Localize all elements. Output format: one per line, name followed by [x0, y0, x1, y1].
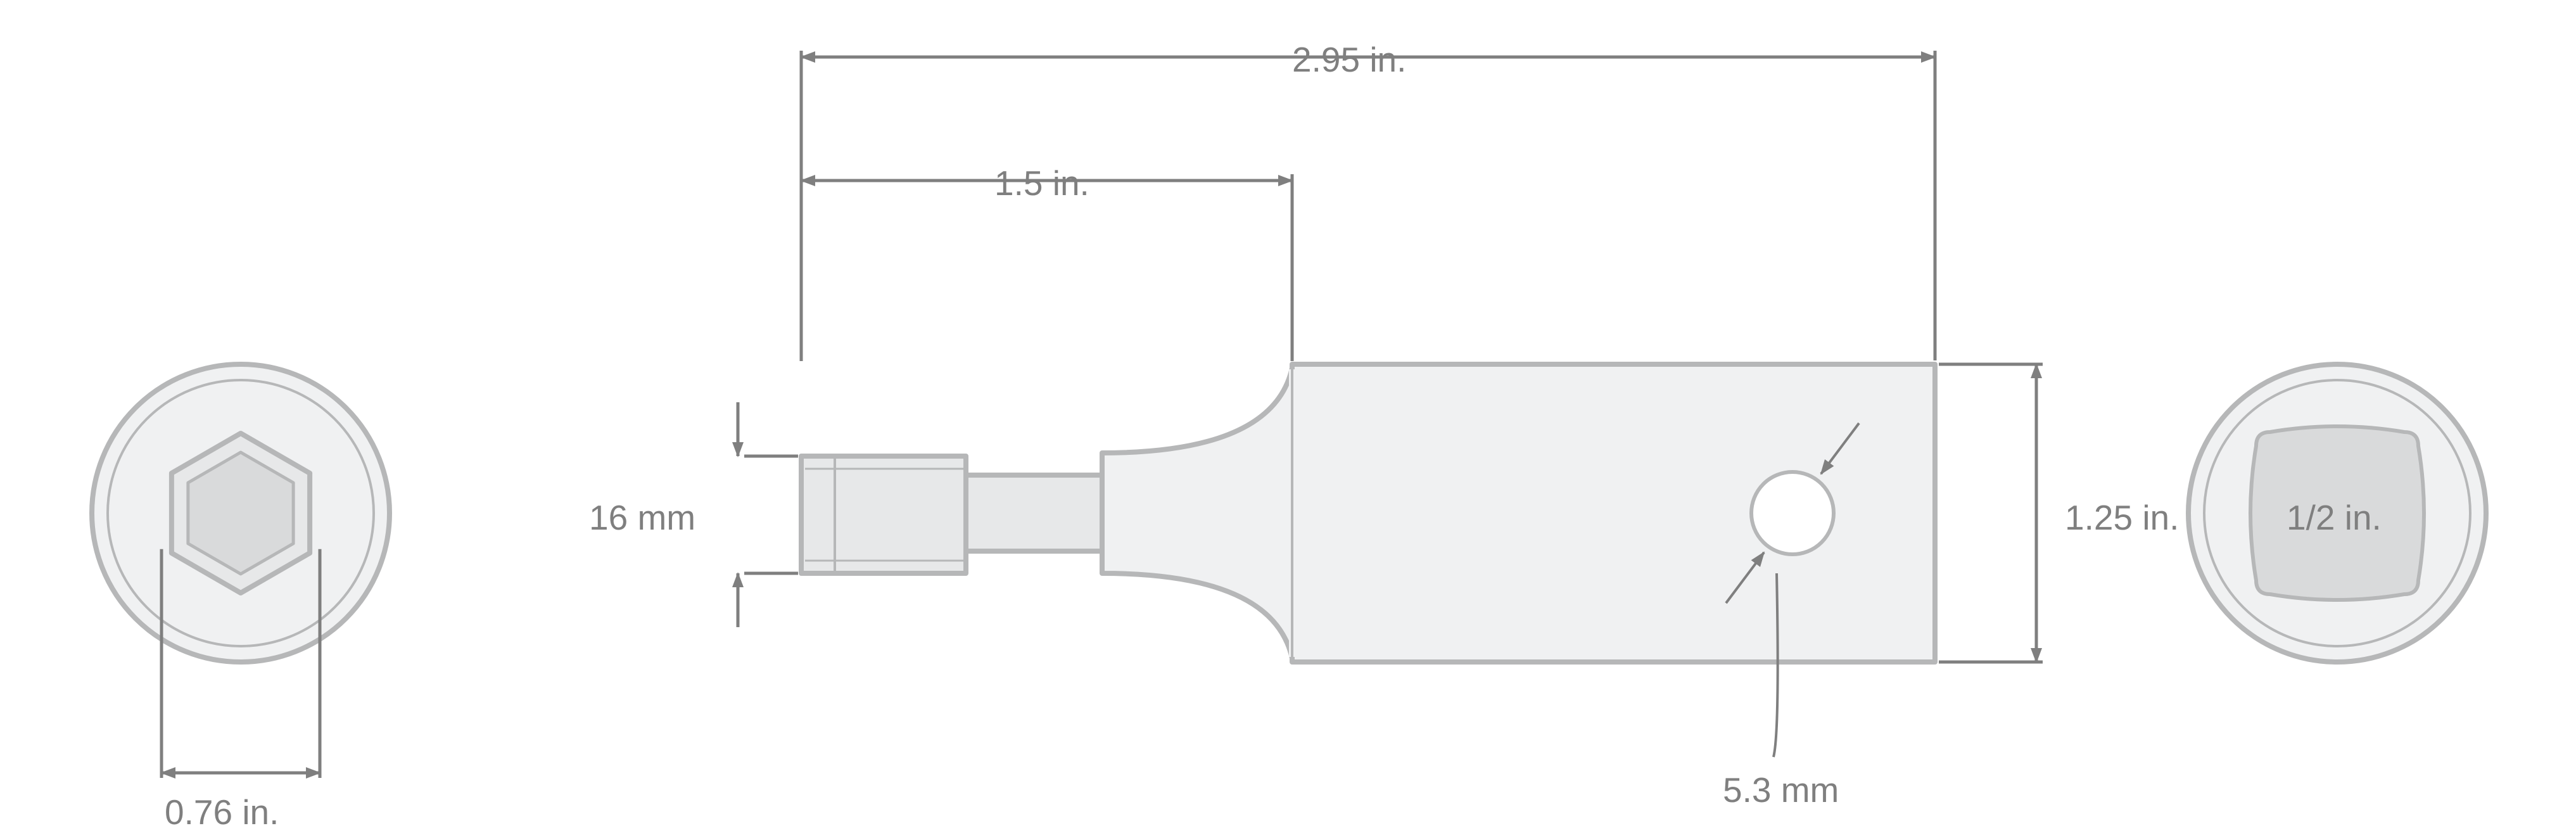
- technical-drawing-svg: [0, 0, 2576, 840]
- dim-hex-width: 0.76 in.: [165, 792, 279, 832]
- dim-bit-length: 1.5 in.: [994, 163, 1089, 203]
- dim-overall-length: 2.95 in.: [1292, 39, 1406, 80]
- dim-hex-flat: 16 mm: [589, 497, 695, 538]
- diagram-stage: 2.95 in. 1.5 in. 1.25 in. 16 mm 5.3 mm 0…: [0, 0, 2576, 840]
- dim-drive-size: 1/2 in.: [2287, 497, 2382, 538]
- dim-body-height: 1.25 in.: [2065, 497, 2179, 538]
- dim-detent-dia: 5.3 mm: [1723, 770, 1839, 810]
